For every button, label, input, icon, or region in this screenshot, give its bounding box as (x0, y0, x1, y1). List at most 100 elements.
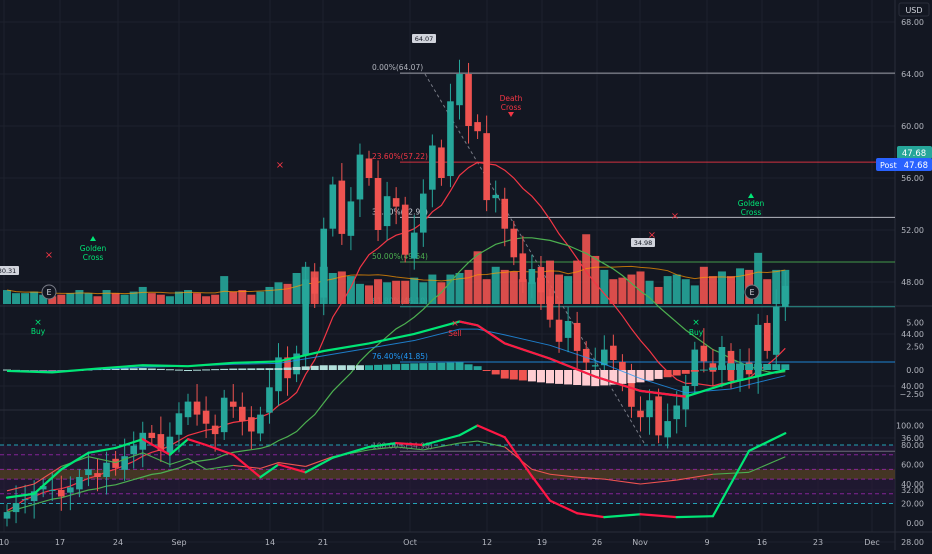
candle-body[interactable] (67, 487, 74, 493)
candle-body[interactable] (12, 503, 20, 513)
volume-bar (84, 293, 93, 304)
candle-body[interactable] (85, 469, 92, 476)
candle-body[interactable] (564, 321, 572, 338)
currency-badge[interactable] (898, 2, 930, 17)
candle-body[interactable] (763, 322, 771, 351)
volume-bar (491, 266, 500, 304)
candle-body[interactable] (275, 357, 282, 392)
candle-body[interactable] (293, 353, 300, 375)
candle-body[interactable] (492, 194, 499, 199)
candle-body[interactable] (320, 228, 328, 298)
candle-body[interactable] (691, 349, 699, 386)
candle-body[interactable] (447, 101, 454, 177)
candle-body[interactable] (211, 425, 219, 435)
candle-body[interactable] (338, 180, 346, 234)
macd-histogram-bar (654, 370, 663, 379)
candle-body[interactable] (718, 347, 726, 370)
candle-body[interactable] (48, 490, 56, 491)
macd-axis-label: 0.00 (906, 366, 924, 375)
candle-body[interactable] (772, 306, 780, 355)
candle-body[interactable] (483, 133, 490, 201)
candle-body[interactable] (175, 413, 183, 435)
candle-body[interactable] (229, 401, 237, 407)
macd-histogram-bar (736, 363, 745, 370)
candle-body[interactable] (347, 201, 355, 236)
earnings-label: E (46, 288, 51, 297)
candle-body[interactable] (510, 228, 518, 258)
candle-body[interactable] (664, 421, 671, 438)
candle-body[interactable] (374, 178, 382, 230)
candle-body[interactable] (673, 405, 680, 420)
candle-body[interactable] (401, 204, 409, 255)
candle-body[interactable] (754, 324, 762, 377)
candle-body[interactable] (655, 396, 662, 436)
candle-body[interactable] (121, 456, 128, 470)
candle-body[interactable] (410, 232, 418, 259)
candle-body[interactable] (782, 285, 789, 307)
candle-body[interactable] (184, 401, 192, 418)
candle-body[interactable] (329, 184, 337, 229)
candle-body[interactable] (94, 473, 101, 477)
candle-body[interactable] (130, 445, 137, 455)
candle-body[interactable] (709, 363, 717, 372)
candle-body[interactable] (3, 512, 11, 519)
candle-body[interactable] (166, 436, 174, 453)
candle-body[interactable] (103, 462, 110, 477)
candle-body[interactable] (220, 397, 228, 433)
candle-body[interactable] (456, 74, 463, 106)
golden-cross-label: Golden Cross (738, 199, 765, 217)
candlesticks[interactable]: 64.07 34.98 30.31 (0, 34, 789, 527)
candle-body[interactable] (202, 410, 210, 424)
candle-body[interactable] (610, 345, 617, 360)
candle-body[interactable] (139, 432, 147, 450)
candle-body[interactable] (591, 365, 599, 367)
candle-body[interactable] (537, 267, 545, 293)
candle-body[interactable] (646, 400, 653, 418)
fib-level-label: 100.00%(34.98) (372, 441, 433, 450)
candle-body[interactable] (383, 196, 391, 227)
candle-body[interactable] (628, 381, 635, 407)
candle-body[interactable] (528, 269, 536, 284)
candle-body[interactable] (582, 348, 590, 363)
candle-body[interactable] (501, 198, 509, 229)
candle-body[interactable] (601, 349, 608, 366)
oscillator-pane[interactable] (5, 424, 787, 519)
candle-body[interactable] (555, 319, 563, 342)
candle-body[interactable] (474, 122, 481, 132)
earnings-marker[interactable] (41, 284, 57, 300)
candle-body[interactable] (30, 491, 38, 502)
candle-body[interactable] (356, 154, 364, 200)
candle-body[interactable] (266, 387, 273, 413)
candle-body[interactable] (429, 145, 436, 190)
candle-body[interactable] (39, 486, 47, 490)
candle-body[interactable] (519, 253, 527, 282)
candle-body[interactable] (58, 490, 65, 497)
candle-body[interactable] (392, 198, 400, 207)
candle-body[interactable] (193, 401, 201, 415)
candle-body[interactable] (76, 477, 83, 490)
volume-bar (482, 279, 491, 304)
candle-body[interactable] (736, 366, 744, 381)
candle-body[interactable] (157, 434, 165, 451)
volume-bar (446, 274, 455, 304)
candle-body[interactable] (465, 74, 472, 126)
candle-body[interactable] (700, 345, 708, 362)
candle-body[interactable] (257, 414, 264, 434)
candle-body[interactable] (21, 499, 29, 501)
candle-body[interactable] (438, 147, 445, 178)
candle-body[interactable] (637, 410, 644, 418)
earnings-marker[interactable] (744, 284, 760, 300)
candle-body[interactable] (112, 458, 119, 468)
candle-body[interactable] (248, 417, 255, 432)
candle-body[interactable] (311, 277, 318, 294)
candle-body[interactable] (239, 406, 246, 422)
candle-body[interactable] (302, 279, 309, 356)
candle-body[interactable] (148, 432, 156, 438)
macd-pane[interactable] (3, 320, 790, 398)
candle-body[interactable] (546, 296, 554, 320)
candle-body[interactable] (365, 158, 373, 179)
candle-body[interactable] (420, 193, 427, 233)
candle-body[interactable] (573, 322, 581, 351)
